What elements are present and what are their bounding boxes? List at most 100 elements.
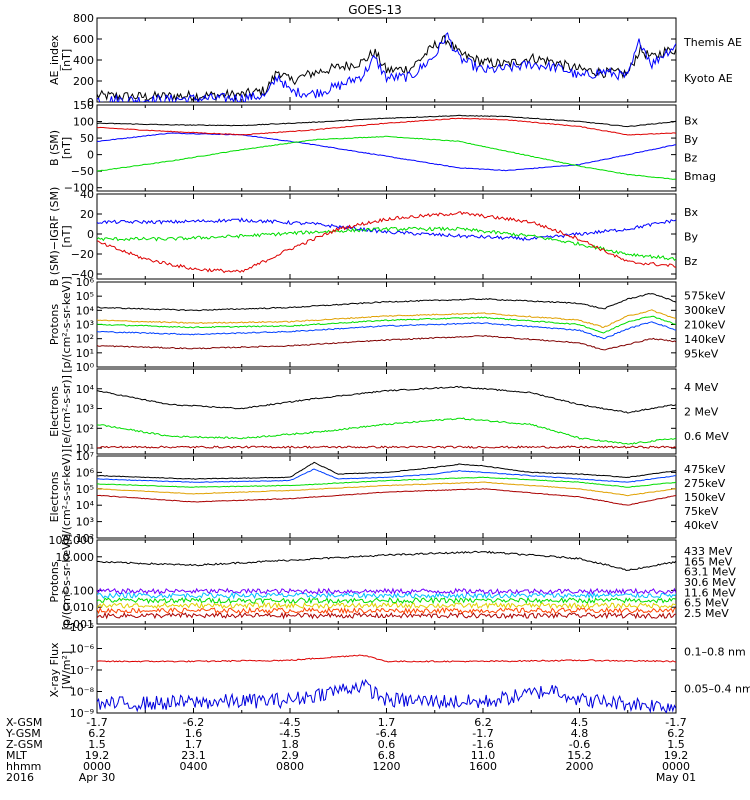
y-tick-label: 10⁰	[76, 361, 95, 374]
y-tick-label: 10⁻⁶	[70, 643, 95, 656]
y-axis-label: X-ray Flux	[48, 642, 61, 698]
x-row-value: -6.2	[183, 716, 204, 729]
series-line-433-mev	[97, 611, 676, 620]
series-line-63-1-mev	[97, 601, 676, 610]
legend-label: 140keV	[684, 333, 726, 346]
panel-b: −100 −50 0 50 100 150 B (SM) [nT] Bx By Bz Bmag	[48, 99, 716, 195]
x-row-value: 1.6	[185, 727, 203, 740]
panel-frame	[96, 368, 677, 455]
y-tick-label: 200	[73, 75, 94, 88]
x-row-value: -1.7	[665, 716, 686, 729]
series-line-2-mev	[97, 417, 676, 445]
legend-label: 433 MeV	[684, 545, 733, 558]
series-line-150kev	[97, 476, 676, 488]
x-row-value: 2.9	[281, 749, 299, 762]
y-axis-label: [e/(cm²-s-sr)]	[60, 375, 73, 448]
y-tick-label: 10⁵	[76, 290, 94, 303]
x-row-value: 0.6	[378, 738, 396, 751]
x-row-value: 1.8	[281, 738, 299, 751]
legend-label: Themis AE	[683, 36, 742, 49]
series-line-11-6-mev	[97, 591, 676, 600]
legend-label: Kyoto AE	[684, 72, 733, 85]
y-tick-label: 10⁵	[76, 483, 94, 496]
x-row-value: 1.7	[185, 738, 203, 751]
y-tick-label: 10⁶	[76, 276, 95, 289]
legend-label: 63.1 MeV	[684, 566, 736, 579]
legend-label: 210keV	[684, 319, 726, 332]
y-tick-label: 400	[73, 54, 94, 67]
panel-frame	[96, 626, 677, 714]
y-tick-label: 10⁻⁷	[70, 664, 94, 677]
legend-label: Bx	[684, 206, 699, 219]
y-axis-label: Electrons	[48, 386, 61, 437]
x-row-value: 1.7	[378, 716, 396, 729]
x-row-value: May 01	[656, 771, 696, 784]
y-tick-label: 100.000	[49, 534, 95, 547]
y-tick-label: −100	[64, 182, 94, 195]
series-line-300kev	[97, 309, 676, 328]
y-tick-label: 40	[80, 188, 94, 201]
series-line-575kev	[97, 292, 676, 312]
y-tick-label: 10⁴	[76, 304, 95, 317]
legend-label: 6.5 MeV	[684, 597, 729, 610]
y-tick-label: 10⁻⁹	[70, 707, 94, 720]
legend-label: 475keV	[684, 463, 726, 476]
x-row-value: -0.6	[569, 738, 590, 751]
series-line-475kev	[97, 488, 676, 506]
y-tick-label: −40	[71, 268, 94, 281]
legend-label: 30.6 MeV	[684, 576, 736, 589]
legend-label: 0.05–0.4 nm	[684, 683, 750, 696]
y-tick-label: 600	[73, 33, 94, 46]
y-axis-label: Protons	[48, 561, 61, 602]
legend-label: 0.6 MeV	[684, 430, 729, 443]
x-row-value: 0800	[276, 760, 304, 773]
x-row-value: 1600	[469, 760, 497, 773]
legend-label: Bz	[684, 255, 698, 268]
x-row-value: -4.5	[279, 727, 300, 740]
x-row-value: 6.8	[378, 749, 396, 762]
y-axis-label: [e/(cm²-s-sr-keV)]	[60, 449, 73, 545]
x-row-value: 6.2	[667, 727, 685, 740]
series-line-2-5-mev	[97, 550, 676, 572]
y-tick-label: 800	[73, 12, 94, 25]
y-axis-label: [nT]	[60, 137, 73, 159]
series-line-4-mev	[97, 445, 676, 449]
x-row-value: 1.5	[88, 738, 106, 751]
series-line-bmag	[97, 114, 676, 128]
y-tick-label: 0.001	[63, 618, 95, 631]
legend-label: Bmag	[684, 170, 716, 183]
series-line-210kev	[97, 315, 676, 334]
y-tick-label: 10³	[76, 403, 94, 416]
x-row-label: Y-GSM	[5, 727, 41, 740]
y-tick-label: −20	[71, 248, 94, 261]
x-row-value: -1.6	[472, 738, 493, 751]
legend-label: 2 MeV	[684, 406, 719, 419]
x-row-value: 0400	[180, 760, 208, 773]
panel-xray: 10⁻⁹ 10⁻⁸ 10⁻⁷ 10⁻⁶ 10⁻⁵ X-ray Flux [W/m²] 0.1–…	[48, 621, 750, 720]
legend-label: Bx	[684, 114, 699, 127]
panel-elec2: 10² 10³ 10⁴ 10⁵ 10⁶ 10⁷ Electrons [e/(cm²-s-sr-…	[48, 449, 726, 545]
series-line-75kev	[97, 468, 676, 483]
x-row-value: 4.5	[571, 716, 589, 729]
legend-label: Bz	[684, 151, 698, 164]
y-tick-label: 0.100	[63, 584, 95, 597]
series-line-140kev	[97, 321, 676, 340]
x-row-label: hhmm	[6, 760, 41, 773]
legend-label: 575keV	[684, 289, 726, 302]
x-row-value: 2000	[566, 760, 594, 773]
legend-label: 275keV	[684, 477, 726, 490]
x-row-value: 19.2	[85, 749, 110, 762]
panel-hprot: 0.001 0.010 0.100 10.000 100.000 Protons [p/(c…	[48, 534, 736, 631]
y-tick-label: 10³	[76, 319, 94, 332]
legend-label: 150keV	[684, 491, 726, 504]
y-tick-label: 0	[87, 149, 94, 162]
panel-frame	[96, 455, 677, 539]
y-tick-label: 50	[80, 132, 94, 145]
panel-elec1: 10¹ 10² 10³ 10⁴ Electrons [e/(cm²-s-sr)] 4 MeV…	[48, 368, 729, 455]
y-axis-label: [nT]	[60, 225, 73, 247]
series-line-40kev	[97, 461, 676, 480]
x-row-value: 0000	[662, 760, 690, 773]
x-row-value: 4.8	[571, 727, 589, 740]
